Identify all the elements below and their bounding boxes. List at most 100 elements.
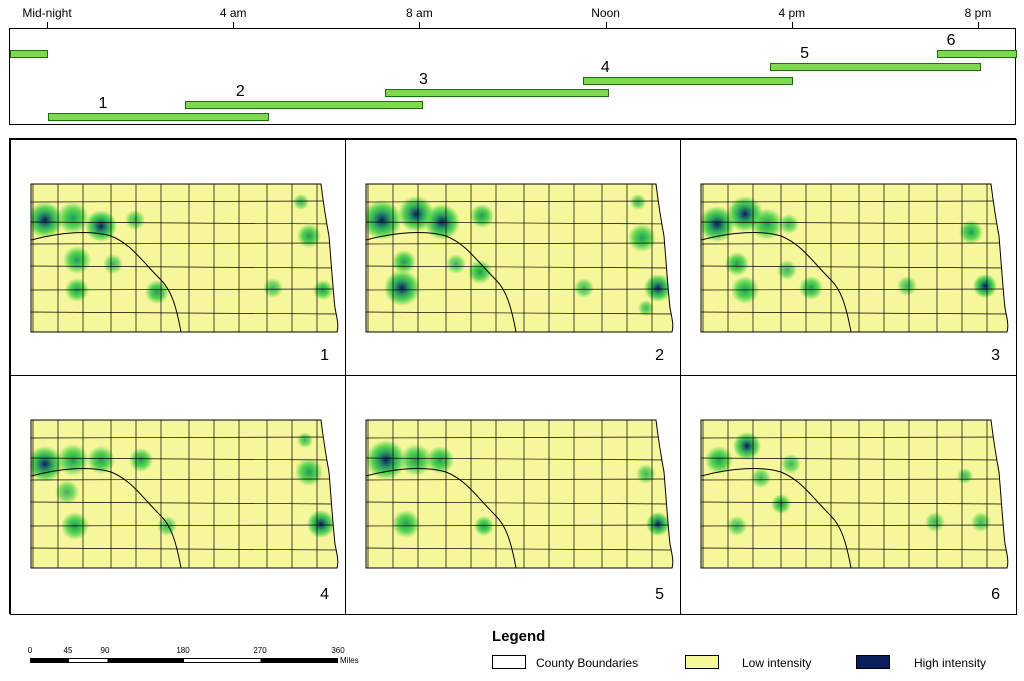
legend-label-county: County Boundaries — [536, 656, 639, 670]
time-period-bar — [385, 89, 609, 97]
county-boundary — [701, 457, 1008, 461]
county-boundary — [31, 200, 338, 203]
crash-hotspot — [574, 278, 594, 298]
time-tick-label: Mid-night — [22, 6, 72, 20]
reservoir-boundary — [31, 232, 182, 332]
time-period-label: 3 — [419, 71, 428, 88]
crash-hotspot — [959, 220, 983, 244]
time-period-label: 4 — [600, 59, 610, 76]
map-panel-number: 1 — [320, 347, 329, 364]
crash-hotspot — [103, 254, 123, 274]
crash-hotspot — [733, 432, 761, 460]
county-boundary — [366, 200, 673, 203]
county-boundary — [701, 200, 1008, 203]
scale-bar-graphic — [30, 658, 338, 663]
crash-hotspot — [751, 208, 783, 240]
scale-tick-label: 0 — [27, 646, 33, 655]
county-boundary — [366, 478, 673, 481]
state-border — [365, 183, 674, 333]
time-period-label: 6 — [946, 32, 956, 49]
scale-tick-label: 45 — [63, 646, 73, 655]
crash-hotspot — [366, 200, 402, 240]
state-border — [365, 419, 674, 569]
county-boundary — [701, 265, 1008, 269]
state-map — [700, 183, 1009, 333]
crash-hotspot — [85, 210, 117, 242]
county-boundary — [701, 311, 1008, 315]
county-boundary — [31, 501, 338, 505]
time-period-bar — [185, 101, 423, 109]
county-boundary — [366, 524, 673, 527]
legend-swatch-high — [856, 655, 890, 669]
crash-hotspot — [129, 448, 153, 472]
scale-tick-label: 90 — [100, 646, 110, 655]
reservoir-boundary — [701, 468, 852, 568]
time-tick-label: Noon — [591, 6, 620, 20]
crash-hotspot — [57, 444, 89, 476]
crash-hotspot — [297, 432, 313, 448]
county-boundary — [701, 242, 1008, 245]
scale-tick-label: 360 — [331, 646, 345, 655]
county-boundary — [31, 478, 338, 481]
legend-label-low: Low intensity — [742, 656, 812, 670]
crash-hotspot — [957, 468, 973, 484]
crash-hotspot — [307, 510, 335, 538]
map-panel: 2 — [345, 139, 681, 376]
county-boundary — [366, 547, 673, 551]
crash-hotspot — [781, 454, 801, 474]
county-boundary — [31, 524, 338, 527]
crash-hotspot — [295, 458, 323, 486]
crash-hotspot — [400, 444, 432, 476]
crash-hotspot — [31, 446, 63, 482]
crash-hotspot — [474, 516, 494, 536]
crash-hotspot — [725, 252, 749, 276]
crash-hotspot — [779, 214, 799, 234]
time-tick-mark — [47, 22, 48, 28]
scale-bar: 0 45 90 180 270 360 Miles — [27, 646, 359, 670]
scale-tick-label: 180 — [176, 646, 190, 655]
county-boundary — [366, 265, 673, 269]
time-period-bar — [769, 63, 982, 71]
county-boundary — [31, 547, 338, 551]
crash-hotspot — [446, 254, 466, 274]
crash-hotspot — [777, 260, 797, 280]
crash-hotspot — [63, 246, 91, 274]
crash-hotspot — [392, 510, 420, 538]
scale-unit: Miles — [340, 656, 359, 665]
time-tick-label: 8 pm — [964, 6, 992, 20]
crash-hotspot — [630, 194, 646, 210]
crash-hotspot — [925, 512, 945, 532]
map-panel-number: 3 — [991, 347, 1000, 364]
time-period-bar — [583, 77, 793, 85]
county-boundary — [366, 501, 673, 505]
county-boundary — [701, 288, 1008, 291]
crash-hotspot — [55, 480, 79, 504]
state-border — [30, 183, 339, 333]
reservoir-boundary — [31, 468, 182, 568]
reservoir-boundary — [701, 232, 852, 332]
crash-hotspot — [468, 260, 492, 284]
crash-hotspot — [157, 516, 177, 536]
county-boundary — [701, 436, 1008, 439]
state-map — [700, 419, 1009, 569]
crash-hotspot — [392, 250, 416, 274]
county-boundary — [366, 436, 673, 439]
county-boundary — [31, 436, 338, 439]
crash-hotspot — [297, 224, 321, 248]
time-tick-label: 4 am — [219, 6, 247, 20]
state-border — [700, 419, 1009, 569]
time-tick-label: 8 am — [406, 6, 433, 20]
map-panel-number: 6 — [991, 586, 1000, 603]
legend-title: Legend — [492, 628, 546, 645]
crash-hotspot — [636, 464, 656, 484]
time-tick-mark — [978, 22, 979, 28]
state-map — [30, 183, 339, 333]
crash-hotspot — [424, 204, 460, 240]
crash-hotspot — [384, 270, 420, 306]
county-boundary — [701, 478, 1008, 481]
crash-hotspot — [638, 300, 654, 316]
county-boundary — [701, 501, 1008, 505]
county-boundary — [701, 221, 1008, 225]
map-panel: 6 — [680, 375, 1017, 615]
county-boundary — [366, 457, 673, 461]
